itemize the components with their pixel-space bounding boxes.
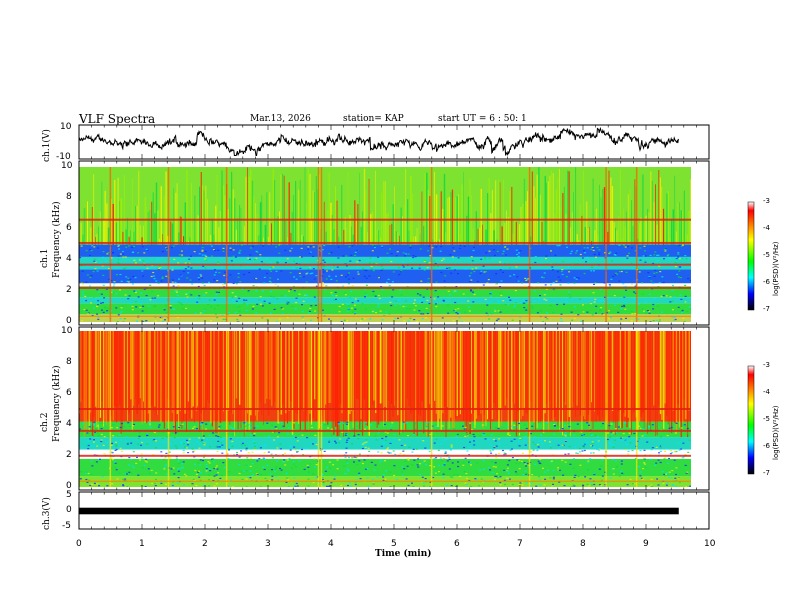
spec2-ytick-6: 6 [66,388,72,398]
spectrogram-spike [605,167,607,322]
spec1-ytick-2: 2 [66,285,72,295]
time-axis-tick-label: 8 [580,539,586,549]
spec2-ytick-0: 0 [66,481,72,491]
cb2-tick-4: -4 [763,388,770,396]
spectrogram-emission-line [79,408,691,410]
spec2-ytick-8: 8 [66,357,72,367]
cb2-tick-5: -5 [763,415,770,423]
ch2-frequency-axis-label: Frequency (kHz) [52,365,62,442]
ch3-ytick-0: 0 [66,505,72,515]
colorbar-2 [747,365,755,475]
ch3-ytick-5: 5 [66,490,72,500]
spectrogram-floor-line [79,315,691,317]
spectrogram-band [79,421,691,438]
cb1-tick-7: -7 [763,305,770,313]
cb2-tick-3: -3 [763,361,770,369]
time-axis-tick-label: 7 [517,539,523,549]
spec1-ytick-10: 10 [61,161,73,171]
spectrogram-band [79,297,691,304]
spectrogram-emission-line [79,454,691,457]
spec1-ytick-0: 0 [66,316,72,326]
cb1-tick-3: -3 [763,197,770,205]
time-axis-label: Time (min) [375,549,432,559]
ch2-spectrogram-panel [79,331,691,487]
spectrogram-band [79,314,691,322]
spectrogram-band [79,269,691,284]
spectrogram-spike [635,167,638,322]
spectrogram-spike [167,167,170,322]
spec2-ytick-4: 4 [66,419,72,429]
date-label: Mar.13, 2026 [250,114,311,124]
spectrogram-emission-line [79,241,691,244]
time-axis-tick-label: 6 [454,539,460,549]
spectrogram-emission-line [79,218,691,221]
cb1-tick-6: -6 [763,278,770,286]
time-axis-tick-label: 2 [202,539,208,549]
spec1-ytick-4: 4 [66,254,72,264]
time-axis-tick-label: 3 [265,539,271,549]
ch3-ytick-neg5: -5 [62,521,71,531]
chart-title: VLF Spectra [79,112,156,126]
spec2-ytick-2: 2 [66,450,72,460]
ch1-ytick-bottom: -10 [56,152,71,162]
time-axis-tick-label: 9 [643,539,649,549]
spectrogram-band [79,303,691,315]
cb2-tick-6: -6 [763,442,770,450]
spectrogram-band [79,256,691,270]
ch1-waveform-panel [78,126,679,156]
spectrogram-floor-line [79,480,691,482]
ch3-voltage-axis-label: ch.3(V) [42,497,52,530]
panel-frames [78,124,710,530]
spectrogram-emission-line [79,286,691,289]
spectrogram-spike [109,167,112,322]
ch3-waveform-panel [79,507,679,515]
ch3-series-band [79,507,679,515]
cb2-tick-7: -7 [763,469,770,477]
ch1-ytick-top: 10 [60,122,72,132]
ch1-voltage-axis-label: ch.1(V) [42,129,52,162]
time-axis-tick-label: 5 [391,539,397,549]
spectrogram-spike [430,167,433,322]
ch1-spectrogram-panel [79,167,691,322]
spectrogram-band [79,458,691,477]
spec1-ytick-8: 8 [66,192,72,202]
colorbar-1 [747,201,755,311]
spectrogram-band [79,286,691,298]
spectrogram-spike [317,167,320,322]
cb2-label: log(PSD)(V²/Hz) [772,405,780,460]
spectrogram-emission-line [79,429,691,432]
spectrogram-band [79,244,691,257]
ch2-channel-label: ch.2 [40,412,50,432]
ch1-series-line [78,126,679,156]
spectrogram-emission-line [79,263,691,266]
spec2-ytick-10: 10 [61,326,73,336]
cb1-tick-5: -5 [763,251,770,259]
time-axis-tick-label: 10 [704,539,716,549]
time-axis-tick-label: 1 [139,539,145,549]
station-label: station= KAP [343,114,404,124]
time-axis-tick-label: 4 [328,539,334,549]
cb1-label: log(PSD)(V²/Hz) [772,241,780,296]
time-axis-tick-label: 0 [76,539,82,549]
cb1-tick-4: -4 [763,224,770,232]
ch1-channel-label: ch.1 [40,248,50,268]
ch1-frequency-axis-label: Frequency (kHz) [52,201,62,278]
spectrogram-spike [528,167,531,322]
start-time-label: start UT = 6 : 50: 1 [438,114,527,124]
spec1-ytick-6: 6 [66,223,72,233]
spectrogram-spike [225,167,228,322]
spectrogram-spike [320,167,323,322]
